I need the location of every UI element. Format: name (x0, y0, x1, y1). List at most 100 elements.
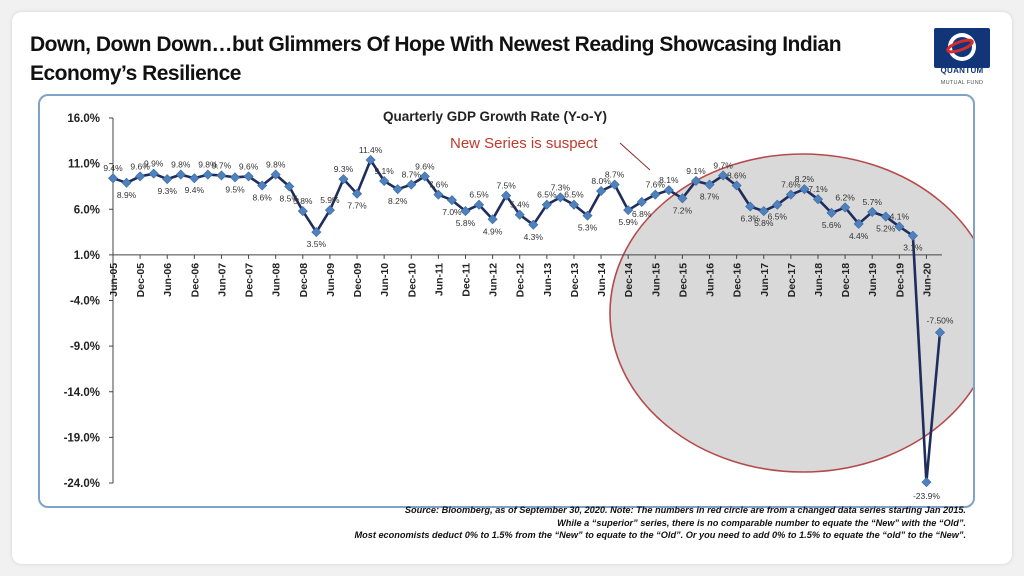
data-point (867, 206, 878, 218)
logo-name: QUANTUM (940, 66, 984, 75)
data-point (690, 175, 701, 186)
x-tick-label: Jun-09 (325, 263, 337, 297)
data-point (541, 199, 552, 210)
data-point (840, 202, 851, 213)
x-tick-label: Dec-19 (894, 263, 906, 298)
data-point (704, 179, 715, 190)
data-label: 9.3% (158, 186, 178, 196)
data-point (148, 168, 159, 179)
data-point (528, 219, 539, 230)
data-point (352, 188, 363, 199)
data-point (826, 207, 837, 218)
data-label: 9.8% (198, 160, 218, 170)
data-point (162, 174, 173, 185)
x-tick-label: Dec-10 (406, 263, 418, 298)
data-label: 8.7% (605, 170, 625, 180)
data-label: 9.9% (144, 159, 164, 169)
data-point (582, 210, 593, 221)
data-label: 4.3% (524, 232, 544, 242)
data-label: 6.5% (768, 212, 788, 222)
data-label: 6.2% (835, 192, 855, 202)
data-label: 8.1% (659, 175, 679, 185)
x-tick-label: Jun-13 (542, 263, 554, 297)
data-point (474, 199, 485, 210)
data-point (406, 179, 417, 190)
data-label: 8.9% (117, 190, 137, 200)
x-tick-label: Dec-14 (623, 263, 635, 298)
x-tick-label: Jun-16 (705, 263, 717, 297)
data-label: 5.3% (578, 223, 598, 233)
x-tick-label: Dec-08 (298, 263, 310, 298)
data-label: 5.6% (822, 220, 842, 230)
x-tick-label: Jun-08 (271, 263, 283, 297)
data-label: 7.6% (429, 180, 449, 190)
x-tick-label: Jun-17 (759, 263, 771, 297)
data-point (216, 170, 227, 181)
x-tick-label: Jun-20 (921, 263, 933, 297)
data-label: 9.7% (212, 160, 232, 170)
data-label: 7.0% (442, 207, 462, 217)
data-point (921, 477, 932, 488)
annotation-arrow (619, 142, 651, 171)
y-tick-label: -4.0% (70, 296, 100, 308)
data-point (446, 195, 457, 206)
data-label: 9.1% (686, 166, 706, 176)
data-point (189, 173, 200, 184)
gdp-line-chart: 16.0% 11.0% 6.0% 1.0% -4.0% -9.0% -14.0% -19.0%… (64, 109, 973, 501)
x-tick-label: Dec-15 (677, 263, 689, 298)
data-point (894, 221, 905, 232)
data-label: 8.2% (795, 174, 815, 184)
x-tick-label: Dec-17 (786, 263, 798, 298)
data-label: 7.6% (781, 180, 801, 190)
data-point (650, 189, 661, 200)
data-point (365, 154, 376, 165)
data-point (907, 230, 918, 241)
data-point (718, 170, 729, 181)
y-tick-label: 11.0% (68, 159, 100, 171)
data-label: 4.4% (849, 231, 869, 241)
x-tick-label: Jun-15 (650, 263, 662, 297)
data-label: 9.6% (130, 161, 150, 171)
data-label: 7.6% (646, 180, 666, 190)
x-tick-label: Dec-11 (460, 263, 472, 297)
data-point (501, 190, 512, 201)
y-tick-label: -14.0% (64, 387, 100, 399)
data-point (934, 327, 946, 338)
x-tick-label: Jun-05 (108, 263, 120, 297)
source-line: Source: Bloomberg, as of September 30, 2… (404, 505, 966, 515)
data-point (311, 227, 322, 238)
x-tick-label: Jun-12 (488, 263, 500, 297)
data-label: 5.8% (754, 218, 774, 228)
data-label: 7.7% (347, 201, 367, 211)
data-label: 9.7% (713, 160, 733, 170)
data-label: 3.5% (307, 239, 327, 249)
data-label: -23.9% (913, 491, 940, 501)
data-label: 9.3% (334, 164, 354, 174)
data-label: 4.1% (890, 212, 910, 222)
data-point (731, 180, 742, 191)
data-label: 9.8% (266, 160, 286, 170)
x-tick-label: Dec-13 (569, 263, 581, 298)
chart-title: Quarterly GDP Growth Rate (Y-o-Y) (383, 109, 607, 124)
x-tick-label: Jun-06 (162, 263, 174, 297)
data-point (324, 205, 335, 216)
data-point (596, 185, 607, 197)
x-tick-label: Jun-11 (433, 263, 445, 296)
data-point (460, 206, 471, 217)
data-label: 8.2% (388, 196, 408, 206)
data-label: 8.7% (700, 192, 720, 202)
data-point (880, 211, 891, 222)
data-label: 5.4% (510, 200, 530, 210)
data-label: 8.0% (591, 176, 611, 186)
data-point (799, 184, 810, 195)
data-point (270, 169, 281, 180)
data-point (568, 199, 579, 210)
y-tick-label: -9.0% (70, 341, 100, 353)
x-tick-label: Dec-18 (840, 263, 852, 298)
data-label: 7.3% (551, 182, 571, 192)
data-point (663, 185, 674, 196)
data-point (433, 189, 444, 200)
data-point (121, 177, 132, 188)
data-point (284, 181, 295, 192)
data-label: 9.5% (225, 184, 245, 194)
